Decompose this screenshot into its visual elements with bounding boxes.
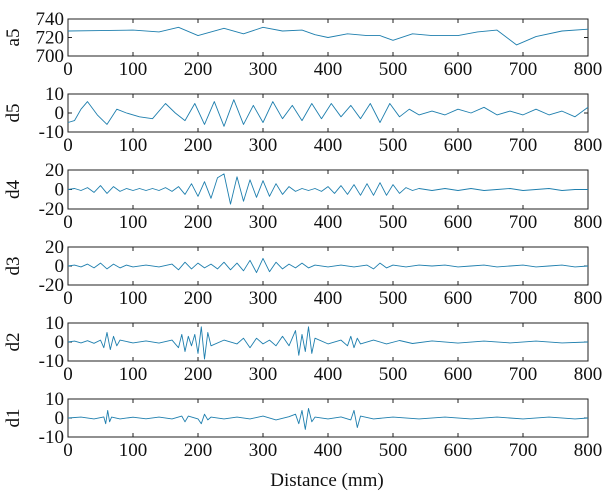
series-line-d5 [67,99,589,127]
x-tick-label: 600 [444,212,473,233]
y-tick-label: 0 [55,103,65,124]
y-tick-label: -20 [39,275,64,296]
x-axis-label: Distance (mm) [270,470,383,491]
x-tick-label: 200 [184,364,213,385]
x-tick-label: 0 [63,288,73,309]
x-tick-label: 0 [63,135,73,156]
x-tick-label: 400 [314,440,343,461]
series-line-d1 [67,408,589,430]
y-tick-label: -10 [39,351,64,372]
y-tick-label: -20 [39,199,64,220]
x-tick-label: 200 [184,212,213,233]
x-tick-label: 700 [509,212,538,233]
series-line-d4 [67,173,588,205]
y-tick-label: 0 [55,408,65,429]
y-tick-label: -10 [39,122,64,143]
y-axis-label-d3: d3 [3,257,24,276]
x-tick-label: 400 [314,135,343,156]
x-tick-label: 100 [119,288,148,309]
x-tick-label: 100 [119,364,148,385]
x-tick-label: 500 [379,364,408,385]
y-tick-label: 0 [55,180,65,201]
y-tick-label: 0 [55,256,65,277]
x-tick-label: 0 [63,212,73,233]
series-line-d2 [67,326,589,360]
y-tick-label: 700 [36,46,65,67]
y-tick-label: 20 [45,237,64,258]
x-tick-label: 500 [379,135,408,156]
x-tick-label: 700 [509,440,538,461]
x-tick-label: 800 [574,135,603,156]
x-tick-label: 500 [379,288,408,309]
x-tick-label: 100 [119,440,148,461]
axes-frame [67,169,589,210]
x-tick-label: 600 [444,364,473,385]
x-tick-label: 800 [574,440,603,461]
x-tick-label: 600 [444,288,473,309]
x-tick-label: 700 [509,364,538,385]
y-tick-label: 720 [36,28,65,49]
x-tick-label: 700 [509,288,538,309]
x-tick-label: 100 [119,212,148,233]
y-tick-label: 0 [55,332,65,353]
x-tick-label: 600 [444,440,473,461]
y-tick-label: 20 [45,160,64,181]
x-tick-label: 700 [509,59,538,80]
x-tick-label: 300 [249,212,278,233]
x-tick-label: 0 [63,440,73,461]
x-tick-label: 600 [444,59,473,80]
x-tick-label: 300 [249,135,278,156]
axes-frame [67,322,589,362]
x-tick-label: 200 [184,59,213,80]
x-tick-label: 800 [574,59,603,80]
x-tick-label: 0 [63,364,73,385]
x-tick-label: 300 [249,440,278,461]
axes-frame [67,93,589,133]
x-tick-label: 400 [314,288,343,309]
x-tick-label: 200 [184,135,213,156]
y-tick-label: 10 [45,313,64,334]
x-tick-label: 200 [184,288,213,309]
x-tick-label: 300 [249,59,278,80]
x-tick-label: 100 [119,59,148,80]
y-tick-label: 740 [36,9,65,30]
x-tick-label: 500 [379,212,408,233]
x-tick-label: 600 [444,135,473,156]
y-tick-label: -10 [39,427,64,448]
y-axis-label-d5: d5 [3,104,24,123]
x-tick-label: 700 [509,135,538,156]
x-tick-label: 400 [314,59,343,80]
x-tick-label: 0 [63,59,73,80]
x-tick-label: 800 [574,212,603,233]
y-axis-label-a5: a5 [3,29,24,47]
x-tick-label: 300 [249,288,278,309]
y-axis-label-d2: d2 [3,333,24,352]
y-tick-label: 10 [45,389,64,410]
x-tick-label: 100 [119,135,148,156]
x-tick-label: 800 [574,288,603,309]
x-tick-label: 200 [184,440,213,461]
x-tick-label: 400 [314,212,343,233]
x-tick-label: 400 [314,364,343,385]
x-tick-label: 500 [379,59,408,80]
x-tick-label: 800 [574,364,603,385]
x-tick-label: 500 [379,440,408,461]
x-tick-label: 300 [249,364,278,385]
y-tick-label: 10 [45,84,64,105]
y-axis-label-d4: d4 [3,180,24,200]
series-line-d3 [67,257,589,274]
series-line-a5 [67,26,589,46]
y-axis-label-d1: d1 [3,409,24,428]
